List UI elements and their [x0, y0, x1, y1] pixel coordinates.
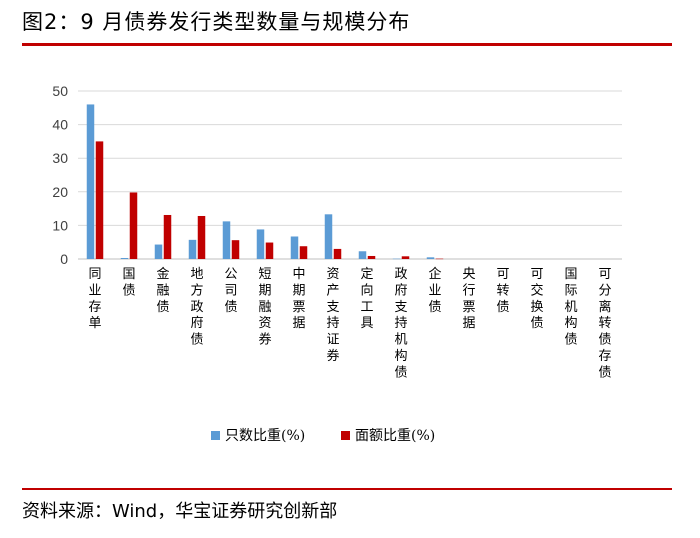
bar-count-share: [426, 257, 435, 259]
legend-swatch: [211, 431, 220, 440]
x-tick-label: 企业债: [428, 266, 441, 315]
bar-amount-share: [299, 246, 308, 259]
x-tick-label: 国债: [122, 267, 135, 298]
source-rule: [22, 488, 672, 490]
bar-amount-share: [401, 256, 410, 259]
y-tick-label: 20: [52, 184, 68, 200]
x-axis-ticks: 同业存单 国债 金融债 地方政府债 公司债 短期融资券 中期票据 资产支持证券 定向工具 政府支持…: [88, 266, 611, 380]
bar-count-share: [188, 239, 197, 259]
y-tick-label: 50: [52, 83, 68, 99]
y-tick-label: 10: [52, 217, 68, 233]
bar-amount-share: [95, 141, 104, 259]
bar-amount-share: [163, 214, 172, 259]
legend-label: 只数比重(%): [225, 428, 305, 444]
legend-swatch: [341, 431, 350, 440]
x-tick-label: 地方政府债: [190, 267, 203, 348]
bar-count-share: [324, 214, 333, 259]
x-tick-label: 可转债: [496, 267, 509, 315]
bar-amount-share: [265, 242, 274, 259]
grid-lines: [78, 90, 622, 260]
bar-count-share: [222, 221, 231, 259]
source-note: 资料来源：Wind，华宝证券研究创新部: [22, 501, 338, 522]
x-tick-label: 同业存单: [88, 267, 101, 331]
bar-amount-share: [435, 258, 444, 260]
legend-label: 面额比重(%): [355, 428, 435, 444]
bar-count-share: [120, 257, 129, 259]
x-tick-label: 中期票据: [292, 267, 305, 331]
bar-count-share: [86, 104, 95, 259]
y-tick-label: 0: [60, 251, 68, 267]
x-tick-label: 央行票据: [462, 267, 475, 331]
bar-amount-share: [231, 240, 240, 259]
bar-amount-share: [333, 248, 342, 259]
legend: 只数比重(%) 面额比重(%): [211, 428, 435, 444]
x-tick-label: 国际机构债: [564, 267, 577, 348]
bar-amount-share: [367, 255, 376, 259]
x-tick-label: 可交换债: [530, 267, 543, 331]
title-rule: [22, 43, 672, 46]
bar-count-share: [154, 244, 163, 259]
x-tick-label: 短期融资券: [258, 267, 271, 348]
figure-title: 图2：9 月债券发行类型数量与规模分布: [22, 10, 411, 34]
bar-count-share: [358, 251, 367, 259]
y-axis-ticks: 0 10 20 30 40 50: [52, 83, 68, 267]
bar-count-share: [290, 236, 299, 259]
bar-count-share: [256, 229, 265, 259]
bar-amount-share: [129, 192, 138, 259]
x-tick-label: 定向工具: [360, 267, 373, 331]
y-tick-label: 30: [52, 150, 68, 166]
x-tick-label: 可分离转债存债: [598, 267, 611, 380]
bars: [86, 104, 444, 260]
x-tick-label: 资产支持证券: [326, 267, 339, 364]
x-tick-label: 政府支持机构债: [394, 267, 407, 380]
bar-count-share: [392, 258, 401, 260]
bar-amount-share: [197, 215, 206, 259]
x-tick-label: 金融债: [156, 266, 169, 315]
x-tick-label: 公司债: [224, 267, 237, 315]
y-tick-label: 40: [52, 117, 68, 133]
